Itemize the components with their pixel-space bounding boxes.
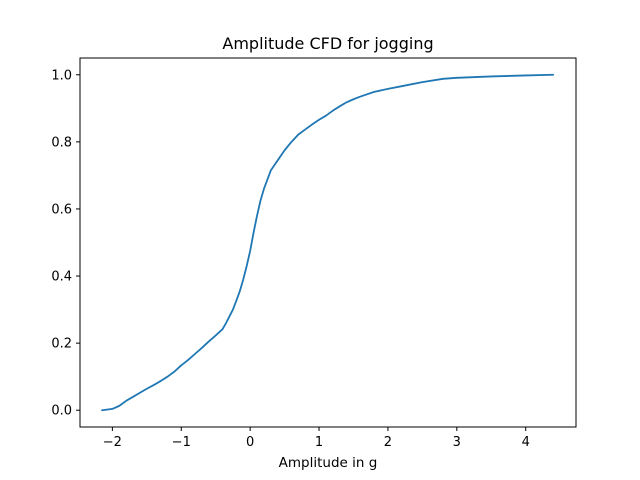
cdf-line xyxy=(101,73,555,412)
x-axis-ticks: −2 −1 0 1 2 3 4 xyxy=(103,427,530,450)
x-tick-label: −2 xyxy=(103,435,122,450)
x-tick-label: 1 xyxy=(315,435,323,450)
series-layer xyxy=(101,73,555,412)
plot-frame xyxy=(79,57,577,428)
x-tick-label: 2 xyxy=(384,435,392,450)
y-tick-label: 0.8 xyxy=(51,135,72,150)
y-axis-ticks: 0.0 0.2 0.4 0.6 0.8 1.0 xyxy=(51,68,80,419)
x-axis-label: Amplitude in g xyxy=(279,455,378,471)
y-tick-label: 1.0 xyxy=(51,68,72,83)
x-tick-label: 4 xyxy=(522,435,530,450)
x-tick-label: 3 xyxy=(453,435,461,450)
y-tick-label: 0.0 xyxy=(51,404,72,419)
y-tick-label: 0.4 xyxy=(51,270,72,285)
x-tick-label: −1 xyxy=(172,435,191,450)
y-tick-label: 0.2 xyxy=(51,337,72,352)
y-tick-label: 0.6 xyxy=(51,202,72,217)
chart-title: Amplitude CFD for jogging xyxy=(222,34,433,53)
x-tick-label: 0 xyxy=(246,435,254,450)
